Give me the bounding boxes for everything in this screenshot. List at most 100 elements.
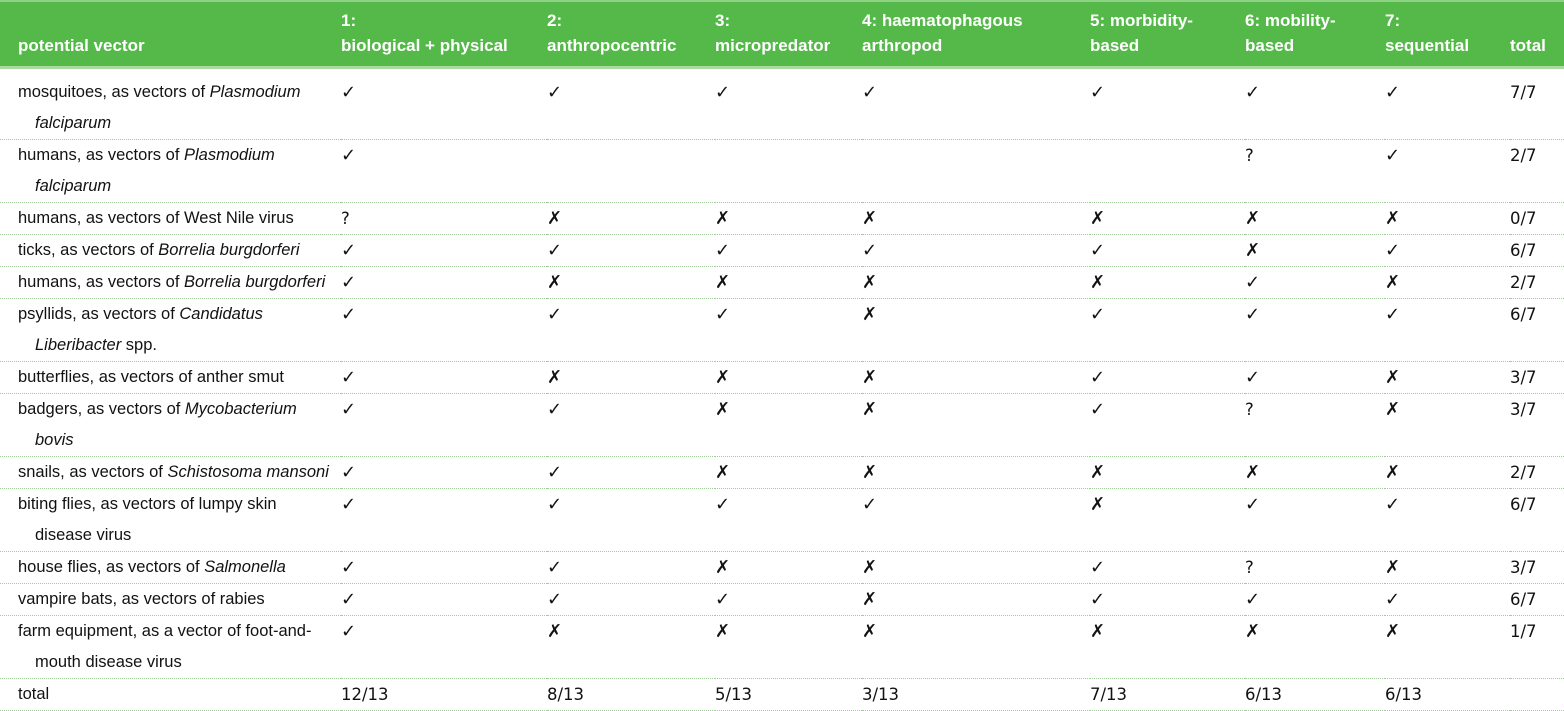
table-row: biting flies, as vectors of lumpy skin d… <box>0 488 1564 552</box>
cross-mark: ✗ <box>1090 208 1106 229</box>
species-name-italic: Plasmodium falciparum <box>35 83 301 132</box>
check-mark: ✓ <box>862 240 878 261</box>
criterion-cell <box>862 139 1090 203</box>
check-mark: ✓ <box>862 494 878 515</box>
check-mark: ✓ <box>1090 589 1106 610</box>
row-total-cell: 3/7 <box>1510 551 1564 584</box>
criterion-cell: ✓ <box>1245 583 1385 616</box>
check-mark: ✓ <box>862 82 878 103</box>
row-total-cell: 6/7 <box>1510 298 1564 362</box>
check-mark: ✓ <box>1090 399 1106 420</box>
check-mark: ✓ <box>341 621 357 642</box>
column-total-cell: 3/13 <box>862 678 1090 711</box>
row-total-cell: 3/7 <box>1510 393 1564 457</box>
row-total-cell: 2/7 <box>1510 139 1564 203</box>
criterion-cell: ✓ <box>1090 551 1245 584</box>
species-name-italic: Borrelia burgdorferi <box>158 241 300 259</box>
check-mark: ✓ <box>1245 494 1261 515</box>
criterion-cell: ✗ <box>715 393 862 457</box>
criterion-cell: ✗ <box>1090 488 1245 552</box>
vector-name-text: vampire bats, as vectors of rabies <box>18 590 265 608</box>
vector-name-cell: snails, as vectors of Schistosoma manson… <box>0 456 341 489</box>
criterion-cell: ✓ <box>1385 583 1510 616</box>
criterion-cell: ✓ <box>715 298 862 362</box>
species-name-italic: Plasmodium falciparum <box>35 146 275 195</box>
criterion-cell: ✓ <box>862 67 1090 140</box>
check-mark: ✓ <box>341 462 357 483</box>
vector-name-text: badgers, as vectors of <box>18 400 185 418</box>
row-total-cell: 1/7 <box>1510 615 1564 679</box>
unknown-mark: ? <box>1245 146 1254 165</box>
criterion-cell: ✓ <box>715 488 862 552</box>
check-mark: ✓ <box>1245 304 1261 325</box>
criterion-cell: ✓ <box>1385 139 1510 203</box>
criterion-cell: ✓ <box>547 551 715 584</box>
row-total-cell: 7/7 <box>1510 67 1564 140</box>
cross-mark: ✗ <box>1090 494 1106 515</box>
vector-name-cell: humans, as vectors of West Nile virus <box>0 202 341 235</box>
vector-name-cell: vampire bats, as vectors of rabies <box>0 583 341 616</box>
column-header-c2: 2: anthropocentric <box>547 0 715 69</box>
criterion-cell: ✗ <box>862 266 1090 299</box>
cross-mark: ✗ <box>862 589 878 610</box>
table-row: butterflies, as vectors of anther smut ✓ ✗… <box>0 361 1564 394</box>
check-mark: ✓ <box>547 240 563 261</box>
species-name-italic: Salmonella <box>204 558 286 576</box>
cross-mark: ✗ <box>547 272 563 293</box>
criterion-cell: ✓ <box>341 361 547 394</box>
cross-mark: ✗ <box>1385 399 1401 420</box>
vector-name-cell: farm equipment, as a vector of foot-and-… <box>0 615 341 679</box>
criterion-cell: ✓ <box>715 234 862 267</box>
check-mark: ✓ <box>1090 557 1106 578</box>
row-total-cell: 6/7 <box>1510 488 1564 552</box>
criterion-cell: ✓ <box>862 234 1090 267</box>
table-row: ticks, as vectors of Borrelia burgdorfer… <box>0 234 1564 267</box>
header-row: potential vector 1: biological + physical… <box>0 0 1564 69</box>
check-mark: ✓ <box>547 82 563 103</box>
cross-mark: ✗ <box>1090 462 1106 483</box>
cross-mark: ✗ <box>862 621 878 642</box>
table-row: humans, as vectors of Borrelia burgdorfe… <box>0 266 1564 299</box>
criterion-cell: ✗ <box>1385 266 1510 299</box>
vector-name-text: psyllids, as vectors of <box>18 305 180 323</box>
vector-name-cell: mosquitoes, as vectors of Plasmodium fal… <box>0 67 341 140</box>
cross-mark: ✗ <box>862 272 878 293</box>
criterion-cell: ✗ <box>715 551 862 584</box>
criterion-cell: ✓ <box>547 298 715 362</box>
criterion-cell: ✓ <box>1090 234 1245 267</box>
vector-name-text: snails, as vectors of <box>18 463 168 481</box>
criterion-cell: ? <box>341 202 547 235</box>
check-mark: ✓ <box>341 240 357 261</box>
criterion-cell: ✗ <box>715 202 862 235</box>
column-header-c3: 3: micropredator <box>715 0 862 69</box>
check-mark: ✓ <box>715 304 731 325</box>
cross-mark: ✗ <box>715 272 731 293</box>
criterion-cell: ✓ <box>341 67 547 140</box>
criterion-cell: ✓ <box>1245 488 1385 552</box>
check-mark: ✓ <box>1245 272 1261 293</box>
cross-mark: ✗ <box>715 557 731 578</box>
criterion-cell: ✗ <box>547 615 715 679</box>
criterion-cell: ? <box>1245 551 1385 584</box>
check-mark: ✓ <box>1385 82 1401 103</box>
vector-name-text: humans, as vectors of <box>18 273 184 291</box>
vector-name-text: house flies, as vectors of <box>18 558 205 576</box>
criterion-cell: ✓ <box>1090 298 1245 362</box>
cross-mark: ✗ <box>547 621 563 642</box>
totals-row-label: total <box>0 678 341 711</box>
column-total-cell: 8/13 <box>547 678 715 711</box>
criterion-cell: ✓ <box>1245 298 1385 362</box>
vector-name-cell: biting flies, as vectors of lumpy skin d… <box>0 488 341 552</box>
check-mark: ✓ <box>341 399 357 420</box>
check-mark: ✓ <box>1245 82 1261 103</box>
cross-mark: ✗ <box>1245 240 1261 261</box>
criterion-cell: ✗ <box>862 583 1090 616</box>
grand-total-cell <box>1510 678 1564 711</box>
vector-name-text: butterflies, as vectors of anther smut <box>18 368 284 386</box>
cross-mark: ✗ <box>715 399 731 420</box>
criterion-cell: ✗ <box>1385 202 1510 235</box>
criterion-cell: ✓ <box>341 266 547 299</box>
cross-mark: ✗ <box>862 208 878 229</box>
row-total-cell: 2/7 <box>1510 266 1564 299</box>
check-mark: ✓ <box>1090 304 1106 325</box>
